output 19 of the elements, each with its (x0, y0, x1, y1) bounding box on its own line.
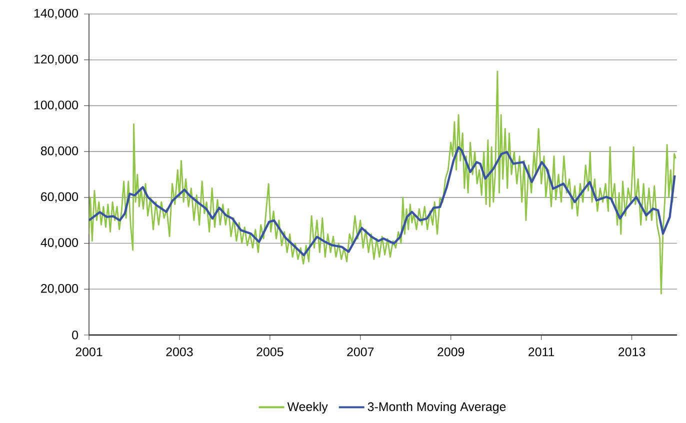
line-series (89, 70, 676, 294)
x-tick-label: 2011 (528, 347, 554, 356)
x-tick-label: 2001 (76, 347, 102, 356)
legend-label: 3-Month Moving Average (368, 402, 506, 414)
x-tick-label: 2003 (166, 347, 193, 356)
y-tick-label: 140,000 (34, 8, 78, 20)
y-tick-label: 100,000 (34, 100, 78, 111)
x-tick-label: 2007 (347, 347, 374, 356)
y-tick-label: 20,000 (41, 284, 78, 294)
y-tick-label: 0 (72, 330, 78, 340)
y-tick-label: 40,000 (40, 238, 78, 248)
legend-label: Weekly (287, 402, 328, 414)
y-tick-label: 60,000 (41, 192, 78, 203)
y-tick-label: 80,000 (40, 146, 78, 157)
line-series (89, 146, 676, 256)
x-tick-label: 2013 (618, 347, 646, 356)
y-tick-label: 120,000 (34, 54, 78, 65)
x-tick-label: 2009 (438, 347, 464, 356)
x-tick-label: 2005 (256, 347, 284, 356)
